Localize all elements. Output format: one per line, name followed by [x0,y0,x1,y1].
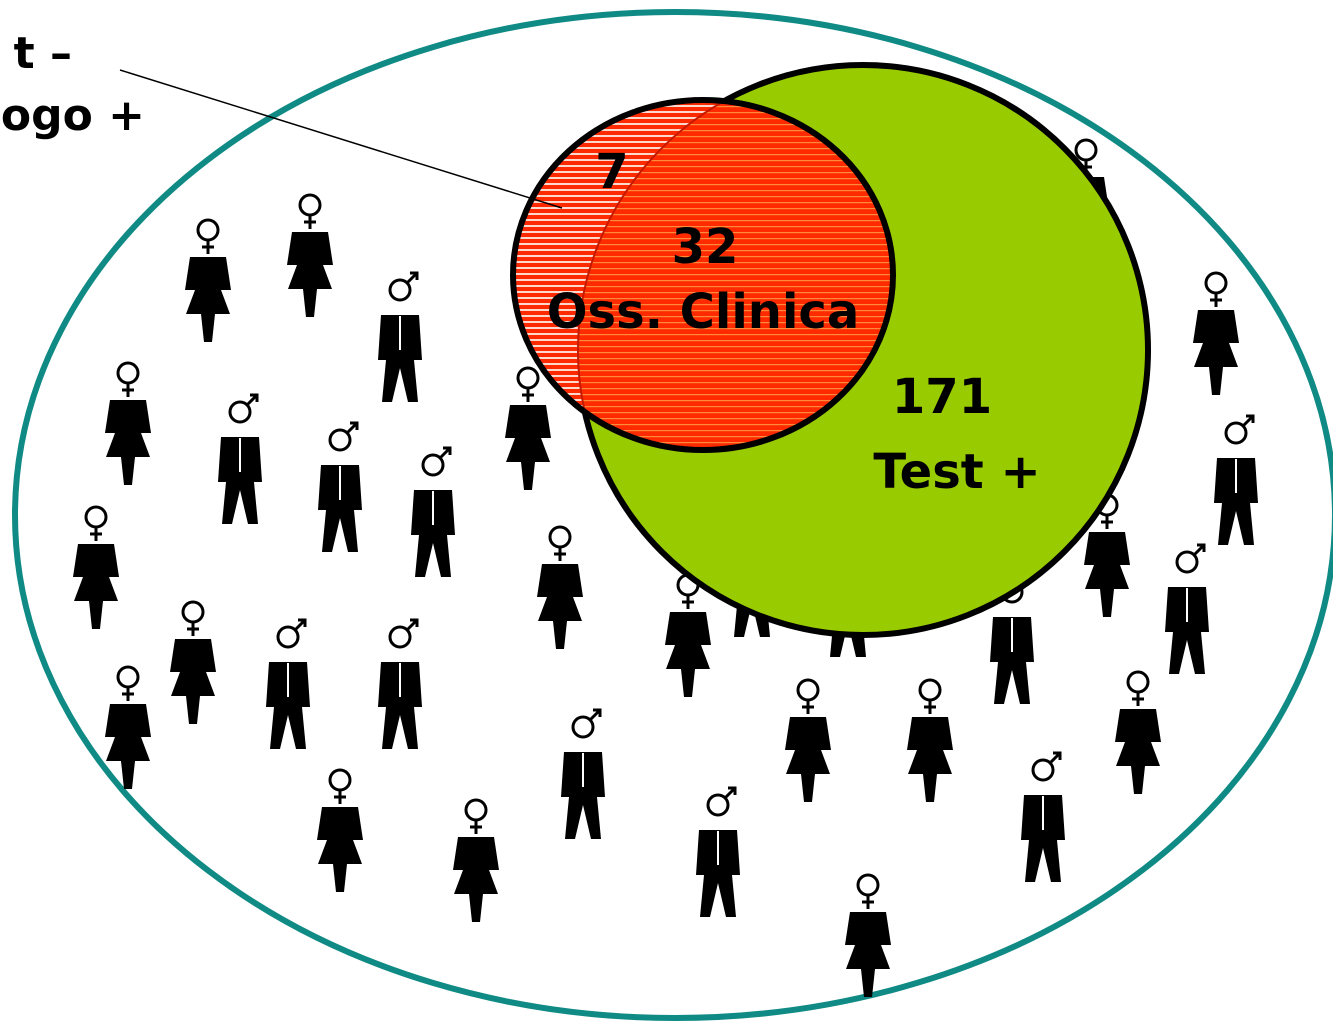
count-label: 7 [595,144,628,200]
count-label: 171 [892,369,992,425]
diagram: t – ogo + 7 32 Oss. Clinica 171 Test + [0,0,1333,1025]
region-label: Oss. Clinica [547,284,860,340]
callout-text: t – [14,28,72,79]
callout-text: ogo + [1,90,145,141]
count-label: 32 [672,219,739,275]
region-label: Test + [873,444,1040,500]
